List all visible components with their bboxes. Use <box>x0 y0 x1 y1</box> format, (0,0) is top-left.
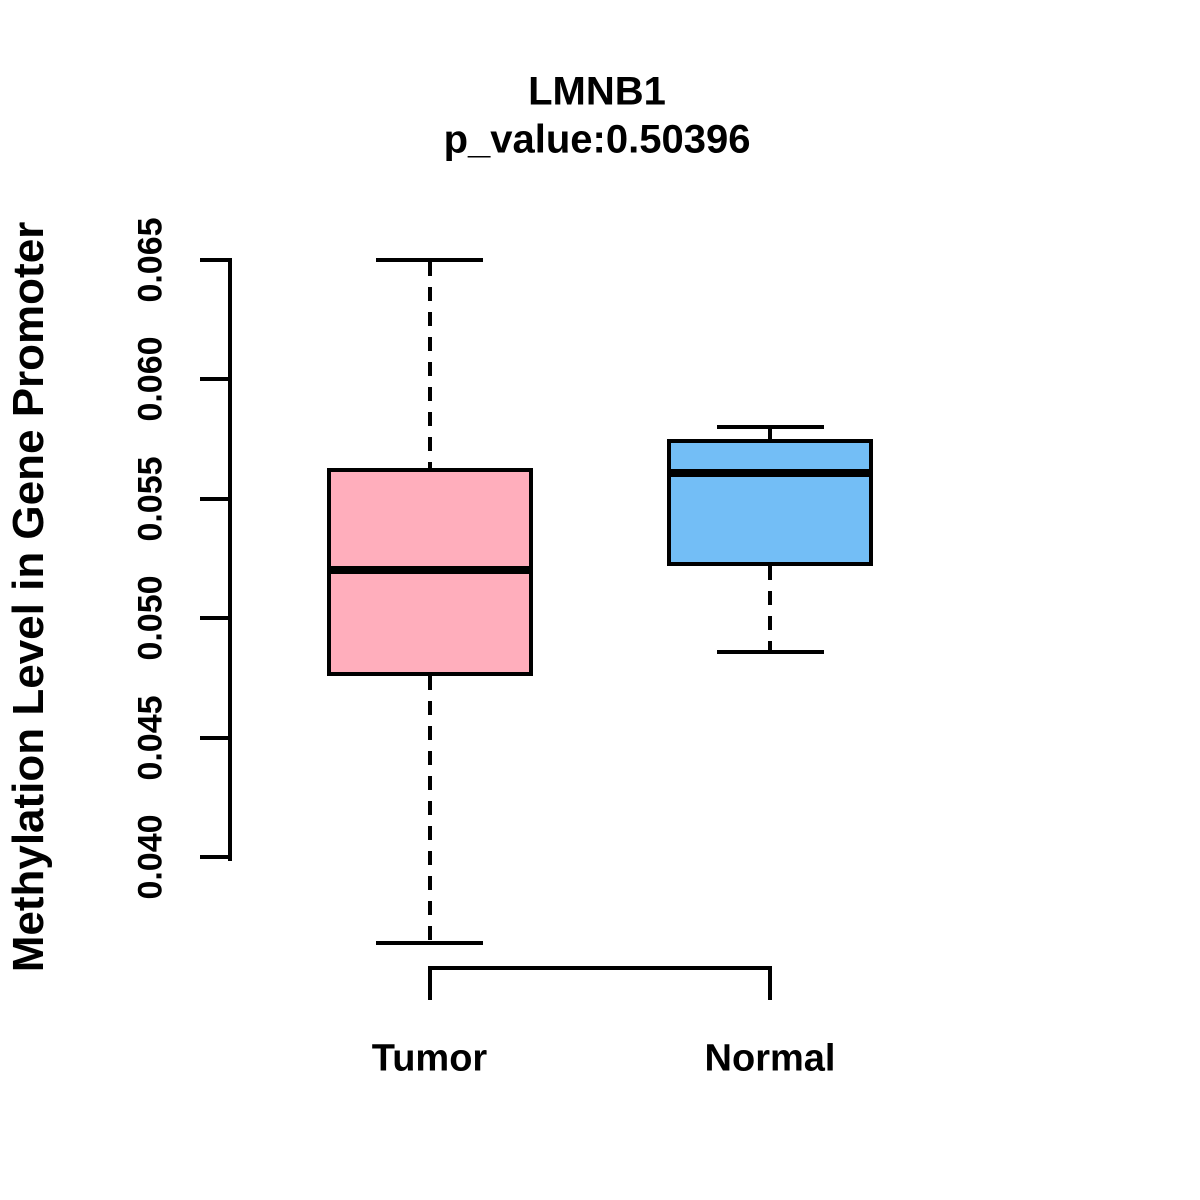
y-tick-label: 0.055 <box>131 456 170 542</box>
y-axis-line <box>228 258 232 861</box>
y-tick-label: 0.040 <box>131 814 170 900</box>
y-axis-tick <box>200 258 230 262</box>
normal-box <box>667 439 873 566</box>
normal-lower-whisker <box>768 565 772 650</box>
x-category-label-normal: Normal <box>704 1037 836 1080</box>
y-axis-tick <box>200 735 230 740</box>
y-tick-label: 0.065 <box>131 217 170 303</box>
y-tick-label: 0.060 <box>131 336 170 422</box>
x-axis-tick-normal <box>768 966 772 1000</box>
y-axis-tick <box>200 496 230 501</box>
tumor-lower-whisker-cap <box>376 940 483 945</box>
normal-upper-whisker <box>768 429 772 440</box>
y-axis-tick <box>200 855 230 859</box>
normal-upper-whisker-cap <box>716 425 824 430</box>
y-axis-title: Methylation Level in Gene Promoter <box>4 221 53 973</box>
y-tick-label: 0.050 <box>131 575 170 661</box>
y-axis-tick <box>200 377 230 382</box>
y-axis-tick <box>200 616 230 621</box>
y-tick-label: 0.045 <box>131 695 170 781</box>
x-axis-tick-tumor <box>427 966 432 1000</box>
tumor-median-line <box>326 566 533 575</box>
tumor-upper-whisker <box>427 262 432 468</box>
tumor-lower-whisker <box>427 675 432 941</box>
tumor-upper-whisker-cap <box>376 258 483 262</box>
chart-subtitle: p_value:0.50396 <box>443 117 751 162</box>
normal-median-line <box>667 468 873 477</box>
chart-title: LMNB1 <box>528 69 666 114</box>
normal-lower-whisker-cap <box>716 649 824 654</box>
x-category-label-tumor: Tumor <box>371 1037 488 1080</box>
x-axis-line <box>429 966 770 970</box>
